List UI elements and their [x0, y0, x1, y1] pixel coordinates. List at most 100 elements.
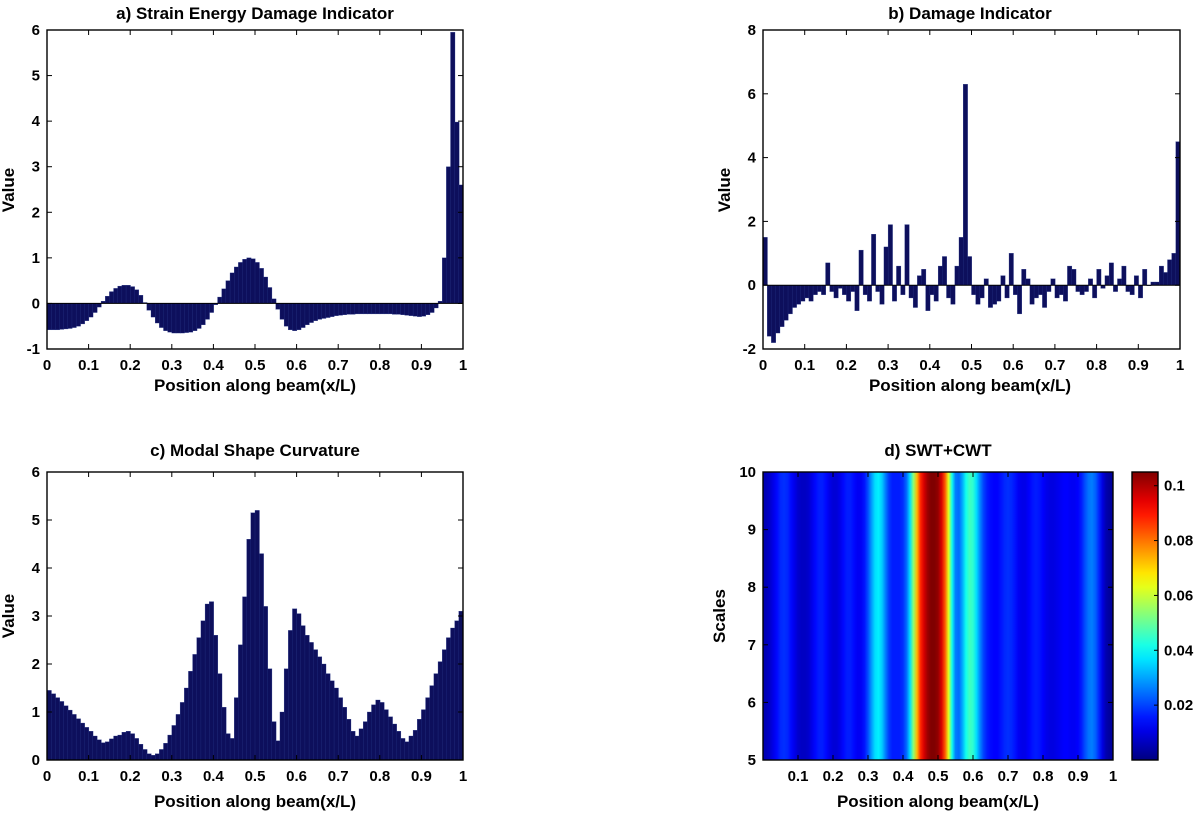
panel-a-ytick-label: 5 — [32, 68, 40, 85]
panel-c-bar — [59, 701, 65, 761]
panel-a-bar — [59, 303, 65, 330]
panel-a-bar — [421, 303, 427, 317]
panel-c-bar — [296, 613, 302, 761]
panel-b-xtick-label: 0.3 — [878, 357, 899, 374]
panel-a-bar — [221, 288, 227, 304]
panel-a-bar — [51, 303, 56, 331]
panel-b-ytick-label: 2 — [748, 213, 756, 230]
panel-a-bar — [354, 303, 360, 315]
panel-d-ylabel: Scales — [710, 589, 729, 643]
panel-c-bar — [263, 606, 268, 761]
panel-b-bar — [804, 285, 810, 299]
panel-a-bar — [130, 286, 135, 304]
panel-a-ytick-label: 2 — [32, 204, 40, 221]
panel-a-bar — [371, 303, 377, 315]
panel-c-bar — [379, 702, 385, 761]
panel-b-bar — [908, 285, 914, 299]
panel-b-bar — [1113, 285, 1118, 292]
panel-b-bar — [796, 285, 801, 305]
panel-b-bar — [929, 285, 935, 295]
panel-a-bar — [429, 303, 435, 313]
panel-c-bar — [279, 711, 285, 761]
panel-c-bar — [288, 630, 293, 761]
panel-c-bar — [396, 731, 402, 761]
panel-b-bar — [1092, 285, 1098, 299]
panel-a-bar — [242, 259, 248, 304]
panel-a-bar — [234, 266, 239, 304]
panel-a-bar — [196, 303, 202, 329]
panel-b: b) Damage Indicator Position along beam(x… — [715, 4, 1184, 395]
panel-b-bar — [988, 285, 993, 308]
colorbar — [1132, 472, 1158, 760]
panel-b-xtick-label: 0 — [759, 357, 767, 374]
panel-b-bar — [1050, 278, 1056, 286]
panel-b-bar — [783, 285, 789, 321]
panel-a-bar — [387, 303, 393, 315]
panel-c-bar — [429, 685, 435, 761]
panel-c-bar — [130, 733, 135, 761]
panel-b-xtick-label: 0.2 — [836, 357, 857, 374]
panel-a-xtick-label: 1 — [459, 357, 467, 374]
panel-c-bar — [196, 637, 202, 761]
panel-b-bar — [983, 278, 989, 286]
panel-c-bar — [250, 512, 256, 761]
panel-b-bar — [1075, 285, 1081, 292]
panel-b-bar — [921, 269, 927, 286]
panel-c-bar — [338, 697, 343, 761]
panel-b-bar — [892, 285, 897, 302]
panel-a-bar — [171, 303, 177, 334]
panel-b-ylabel: Value — [715, 168, 734, 212]
panel-b-bar — [967, 256, 972, 286]
panel-b-bar — [1171, 253, 1177, 286]
panel-b-bar — [829, 285, 835, 292]
panel-c-bar — [292, 608, 298, 761]
colorbar-tick-label: 0.06 — [1164, 587, 1193, 604]
panel-c-bar — [321, 663, 327, 761]
panel-b-xlabel: Position along beam(x/L) — [869, 376, 1071, 395]
panel-a-bar — [238, 262, 243, 304]
panel-b-bar — [779, 285, 785, 327]
panel-a-bar — [329, 303, 335, 317]
panel-d-ytick-label: 8 — [748, 579, 756, 596]
panel-a-bar — [159, 303, 164, 328]
panel-c-bar — [333, 687, 339, 761]
panel-a-bar — [292, 303, 298, 331]
panel-a-bar — [446, 166, 451, 304]
panel-b-bar — [971, 285, 977, 295]
panel-a-bar — [204, 303, 210, 320]
panel-a-bar — [321, 303, 327, 319]
panel-b-bar — [946, 285, 952, 299]
panel-b-bar — [846, 285, 852, 302]
panel-a-bar — [134, 289, 139, 304]
panel-b-bar — [883, 246, 889, 286]
panel-c-bar — [238, 644, 243, 761]
colorbar-tick-label: 0.04 — [1164, 642, 1194, 659]
panel-a-bar — [246, 257, 252, 304]
panel-a-bar — [113, 288, 119, 304]
panel-c-bar — [100, 742, 106, 761]
panel-a-bar — [275, 303, 281, 310]
panel-a-bar — [150, 303, 156, 318]
panel-c-bar — [329, 680, 335, 761]
panel-b-bar — [771, 285, 776, 343]
panel-b-bar — [1004, 285, 1010, 299]
panel-a: a) Strain Energy Damage Indicator Positio… — [0, 4, 467, 395]
panel-b-bar — [1096, 269, 1102, 286]
panel-a-bar — [296, 303, 302, 331]
panel-b-bar — [979, 285, 985, 299]
panel-c-bar — [71, 714, 77, 761]
panel-c-bar — [387, 716, 393, 761]
panel-c-bar — [367, 711, 372, 761]
panel-a-bar — [167, 303, 173, 333]
panel-a-title: a) Strain Energy Damage Indicator — [116, 4, 394, 23]
panel-a-bar — [179, 303, 185, 334]
panel-b-bar — [937, 265, 943, 286]
panel-c-bar — [184, 687, 189, 761]
panel-c-bar — [88, 731, 94, 761]
panel-c-bar — [234, 697, 239, 761]
panel-b-xtick-label: 0.1 — [794, 357, 815, 374]
panel-a-ytick-label: 1 — [32, 250, 40, 267]
panel-c-bar — [209, 601, 214, 761]
panel-b-bar — [1159, 265, 1164, 286]
panel-b-bar — [1142, 269, 1148, 286]
